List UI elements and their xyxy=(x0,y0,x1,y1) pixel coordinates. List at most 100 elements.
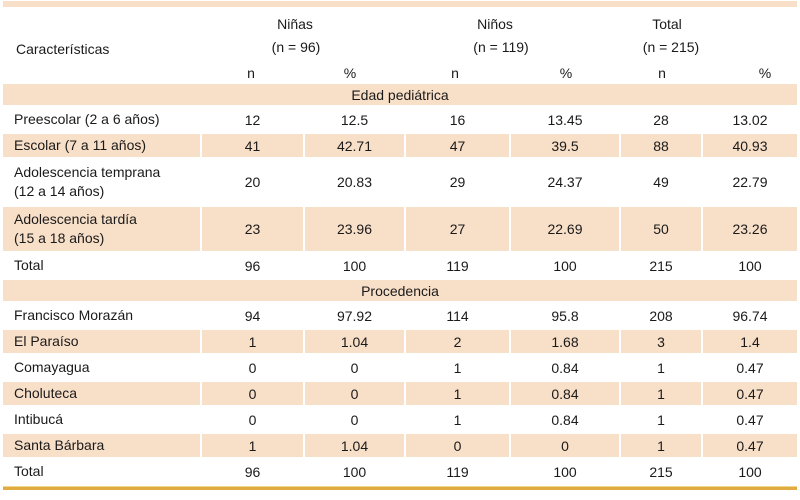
cell-value: 3 xyxy=(621,330,701,353)
cell-value: 2 xyxy=(406,330,509,353)
row-label-line: (12 a 14 años) xyxy=(14,183,105,199)
cell-value: 0.47 xyxy=(736,359,764,376)
cell-value: 0.84 xyxy=(551,359,579,376)
cell-value: 215 xyxy=(649,257,673,274)
row-label: Adolescencia temprana (12 a 14 años) xyxy=(3,160,200,204)
row-label: El Paraíso xyxy=(3,330,200,353)
row-label-line: Escolar (7 a 11 años) xyxy=(14,137,147,153)
row-label-line: Comayagua xyxy=(14,359,90,375)
cell-value: 29 xyxy=(449,174,466,190)
table-row: Comayagua 0 0 1 0.84 1 0.47 xyxy=(3,356,797,379)
subcolumn-pct-total: % xyxy=(758,65,772,81)
cell-value: 100 xyxy=(738,257,762,274)
column-group-ninas-n: (n = 96) xyxy=(271,39,321,55)
cell-value: 97.92 xyxy=(336,307,373,324)
cell-value: 22.79 xyxy=(732,174,768,190)
cell-value: 20.83 xyxy=(336,174,373,190)
column-group-ninas: Niñas xyxy=(277,16,313,32)
table-row: Santa Bárbara 1 1.04 0 0 1 0.47 xyxy=(3,434,797,457)
cell-value: 16 xyxy=(449,111,466,128)
table-row: Choluteca 0 0 1 0.84 1 0.47 xyxy=(3,382,797,405)
cell-value: 208 xyxy=(649,307,673,324)
row-label-line: Total xyxy=(14,257,44,273)
cell-value: 0 xyxy=(305,382,404,405)
subcolumn-n-total: n xyxy=(658,65,666,81)
row-label-line: Intibucá xyxy=(14,411,64,427)
cell-value: 50 xyxy=(621,207,701,251)
subcolumn-pct-ninas: % xyxy=(343,65,357,81)
bottom-rule xyxy=(3,486,797,490)
row-label-line: Adolescencia temprana xyxy=(14,164,161,180)
cell-value: 100 xyxy=(342,463,367,480)
cell-value: 1 xyxy=(202,330,303,353)
cell-value: 1.04 xyxy=(305,434,404,457)
subcolumn-pct-ninos: % xyxy=(559,65,573,81)
cell-value: 27 xyxy=(406,207,509,251)
cell-value: 1 xyxy=(621,382,701,405)
row-label-line: Francisco Morazán xyxy=(14,307,134,323)
cell-value: 100 xyxy=(553,463,577,480)
cell-value: 13.45 xyxy=(547,111,583,128)
cell-value: 47 xyxy=(406,134,509,157)
cell-value: 0.47 xyxy=(703,434,797,457)
cell-value: 1 xyxy=(621,434,701,457)
cell-value: 40.93 xyxy=(703,134,797,157)
subcolumn-n-ninos: n xyxy=(451,65,459,81)
row-label-line: El Paraíso xyxy=(14,333,79,349)
row-label: Total xyxy=(3,254,200,277)
table-row: Francisco Morazán 94 97.92 114 95.8 208 96.74 xyxy=(3,304,797,327)
column-group-ninos: Niños xyxy=(477,16,513,32)
cell-value: 96 xyxy=(244,257,261,274)
cell-value: 100 xyxy=(738,463,762,480)
cell-value: 1 xyxy=(202,434,303,457)
cell-value: 23.26 xyxy=(703,207,797,251)
cell-value: 13.02 xyxy=(732,111,768,128)
cell-value: 1 xyxy=(453,411,462,428)
cell-value: 0 xyxy=(406,434,509,457)
row-label: Santa Bárbara xyxy=(3,434,200,457)
row-label: Francisco Morazán xyxy=(3,304,200,327)
table-body: Edad pediátrica Preescolar (2 a 6 años) 12… xyxy=(0,84,800,483)
cell-value: 23.96 xyxy=(305,207,404,251)
cell-value: 0.47 xyxy=(703,382,797,405)
cell-value: 24.37 xyxy=(547,174,583,190)
table-row: Adolescencia tardía (15 a 18 años) 23 23.96… xyxy=(3,207,797,251)
row-label: Intibucá xyxy=(3,408,200,431)
row-label: Choluteca xyxy=(3,382,200,405)
cell-value: 0.84 xyxy=(551,411,579,428)
table-row: Adolescencia temprana (12 a 14 años) 20 20.… xyxy=(3,160,797,204)
row-label-line: Adolescencia tardía xyxy=(14,211,137,227)
cell-value: 0.47 xyxy=(736,411,764,428)
table-row: Intibucá 0 0 1 0.84 1 0.47 xyxy=(3,408,797,431)
cell-value: 96 xyxy=(244,463,261,480)
cell-value: 0 xyxy=(350,411,359,428)
table-row: Total 96 100 119 100 215 100 xyxy=(3,254,797,277)
cell-value: 114 xyxy=(446,307,469,324)
cell-value: 0 xyxy=(248,359,257,376)
cell-value: 0.84 xyxy=(511,382,619,405)
row-label: Comayagua xyxy=(3,356,200,379)
row-label-line: (15 a 18 años) xyxy=(14,230,105,246)
cell-value: 1 xyxy=(406,382,509,405)
section-header: Procedencia xyxy=(3,280,797,301)
table-row: Escolar (7 a 11 años) 41 42.71 47 39.5 88 40.9… xyxy=(3,134,797,157)
cell-value: 49 xyxy=(653,174,669,190)
cell-value: 1 xyxy=(453,359,462,376)
row-label: Escolar (7 a 11 años) xyxy=(3,134,200,157)
cell-value: 12 xyxy=(244,111,261,128)
row-label-line: Choluteca xyxy=(14,385,78,401)
table-row: El Paraíso 1 1.04 2 1.68 3 1.4 xyxy=(3,330,797,353)
column-group-total: Total xyxy=(652,16,682,32)
subcolumn-n-ninas: n xyxy=(247,65,255,81)
cell-value: 88 xyxy=(621,134,701,157)
cell-value: 100 xyxy=(342,257,367,274)
cell-value: 39.5 xyxy=(511,134,619,157)
cell-value: 0 xyxy=(511,434,619,457)
cell-value: 20 xyxy=(244,174,261,190)
column-group-ninos-n: (n = 119) xyxy=(473,39,529,55)
row-label-line: Preescolar (2 a 6 años) xyxy=(14,111,160,127)
cell-value: 0 xyxy=(202,382,303,405)
row-label-line: Total xyxy=(14,463,44,479)
cell-value: 12.5 xyxy=(340,111,369,128)
